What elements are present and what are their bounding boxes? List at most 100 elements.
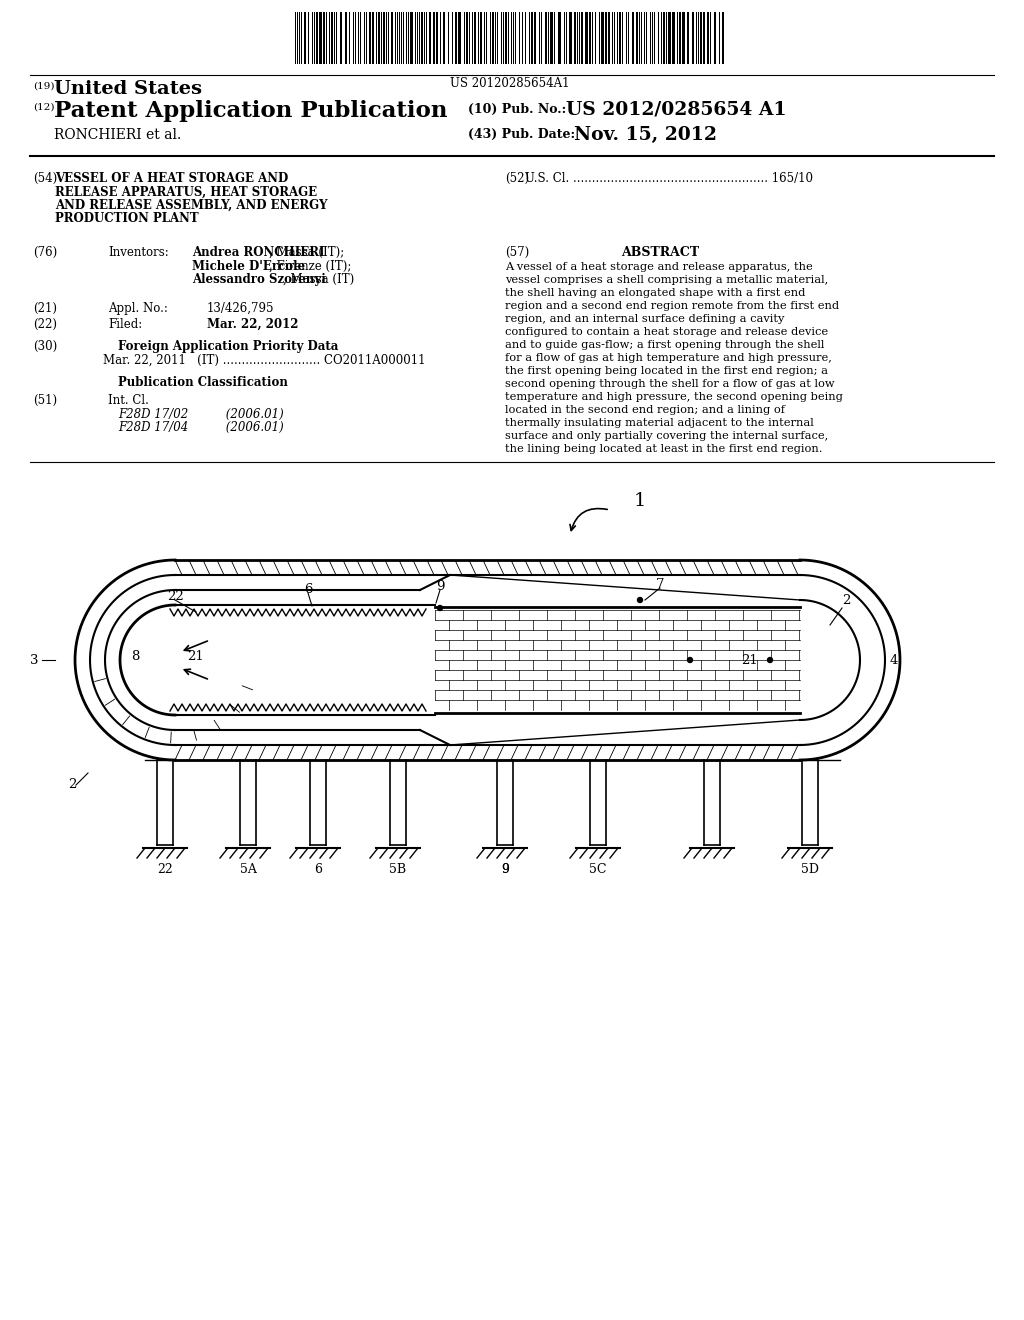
Text: (12): (12) (33, 103, 54, 112)
Text: 5A: 5A (240, 863, 256, 876)
Text: located in the second end region; and a lining of: located in the second end region; and a … (505, 405, 785, 414)
Text: 5D: 5D (801, 863, 819, 876)
Bar (340, 12, 342, 63)
Text: US 2012/0285654 A1: US 2012/0285654 A1 (566, 100, 786, 117)
Text: F28D 17/04          (2006.01): F28D 17/04 (2006.01) (118, 421, 284, 434)
Text: AND RELEASE ASSEMBLY, AND ENERGY: AND RELEASE ASSEMBLY, AND ENERGY (55, 199, 328, 213)
Text: temperature and high pressure, the second opening being: temperature and high pressure, the secon… (505, 392, 843, 403)
Circle shape (768, 657, 772, 663)
Circle shape (437, 606, 442, 610)
Bar (372, 12, 374, 63)
Text: , Massa (IT);: , Massa (IT); (268, 246, 344, 259)
Bar (700, 12, 702, 63)
Text: the first opening being located in the first end region; a: the first opening being located in the f… (505, 366, 828, 376)
Bar (589, 12, 591, 63)
Bar (618, 12, 621, 63)
Text: 21: 21 (741, 653, 759, 667)
Text: United States: United States (54, 81, 202, 98)
Text: Mar. 22, 2012: Mar. 22, 2012 (207, 318, 299, 331)
Text: (51): (51) (33, 393, 57, 407)
Text: 6: 6 (314, 863, 322, 876)
Text: Inventors:: Inventors: (108, 246, 169, 259)
Bar (569, 12, 572, 63)
Text: the lining being located at least in the first end region.: the lining being located at least in the… (505, 444, 822, 454)
Bar (331, 12, 333, 63)
Text: 5B: 5B (389, 863, 407, 876)
Bar (378, 12, 380, 63)
Text: the shell having an elongated shape with a first end: the shell having an elongated shape with… (505, 288, 805, 298)
Bar (550, 12, 553, 63)
Text: 9: 9 (501, 863, 509, 876)
Bar (316, 12, 318, 63)
Text: Int. Cl.: Int. Cl. (108, 393, 148, 407)
Text: surface and only partially covering the internal surface,: surface and only partially covering the … (505, 432, 828, 441)
Bar (703, 12, 705, 63)
Bar (714, 12, 716, 63)
Text: Nov. 15, 2012: Nov. 15, 2012 (574, 125, 717, 144)
Text: (54): (54) (33, 172, 57, 185)
Text: vessel comprises a shell comprising a metallic material,: vessel comprises a shell comprising a me… (505, 275, 828, 285)
Bar (581, 12, 583, 63)
Text: thermally insulating material adjacent to the internal: thermally insulating material adjacent t… (505, 418, 814, 428)
Text: Appl. No.:: Appl. No.: (108, 302, 168, 315)
Text: 3: 3 (30, 653, 39, 667)
Bar (545, 12, 547, 63)
Bar (505, 12, 507, 63)
Bar (474, 12, 476, 63)
Bar (692, 12, 694, 63)
Text: 9: 9 (501, 863, 509, 876)
Bar (632, 12, 634, 63)
Text: Michele D'Ercole: Michele D'Ercole (193, 260, 305, 272)
Bar (455, 12, 457, 63)
Text: and to guide gas-flow; a first opening through the shell: and to guide gas-flow; a first opening t… (505, 341, 824, 350)
Text: (21): (21) (33, 302, 57, 315)
Bar (531, 12, 534, 63)
Text: 2: 2 (842, 594, 850, 606)
Text: (10) Pub. No.:: (10) Pub. No.: (468, 103, 566, 116)
Text: Foreign Application Priority Data: Foreign Application Priority Data (118, 341, 338, 352)
Circle shape (687, 657, 692, 663)
Bar (391, 12, 393, 63)
Bar (436, 12, 438, 63)
Text: RELEASE APPARATUS, HEAT STORAGE: RELEASE APPARATUS, HEAT STORAGE (55, 186, 317, 198)
Text: (52): (52) (505, 172, 529, 185)
Text: region and a second end region remote from the first end: region and a second end region remote fr… (505, 301, 839, 312)
Text: 22: 22 (167, 590, 183, 603)
Text: 4: 4 (890, 653, 898, 667)
Text: for a flow of gas at high temperature and high pressure,: for a flow of gas at high temperature an… (505, 352, 831, 363)
Text: 1: 1 (634, 492, 646, 510)
Bar (608, 12, 610, 63)
Bar (707, 12, 709, 63)
Text: 5C: 5C (589, 863, 607, 876)
Text: US 20120285654A1: US 20120285654A1 (451, 77, 569, 90)
Text: A vessel of a heat storage and release apparatus, the: A vessel of a heat storage and release a… (505, 261, 813, 272)
Text: configured to contain a heat storage and release device: configured to contain a heat storage and… (505, 327, 828, 337)
Text: (57): (57) (505, 246, 529, 259)
Bar (558, 12, 561, 63)
Text: 2: 2 (68, 779, 77, 792)
Text: Mar. 22, 2011   (IT) .......................... CO2011A000011: Mar. 22, 2011 (IT) .....................… (103, 354, 426, 367)
Bar (687, 12, 689, 63)
Text: Andrea RONCHIERI: Andrea RONCHIERI (193, 246, 325, 259)
Bar (672, 12, 675, 63)
Bar (429, 12, 431, 63)
Text: ABSTRACT: ABSTRACT (621, 246, 699, 259)
Text: VESSEL OF A HEAT STORAGE AND: VESSEL OF A HEAT STORAGE AND (55, 172, 288, 185)
Text: RONCHIERI et al.: RONCHIERI et al. (54, 128, 181, 143)
Text: (30): (30) (33, 341, 57, 352)
Bar (369, 12, 371, 63)
Text: U.S. Cl. .................................................... 165/10: U.S. Cl. ...............................… (525, 172, 813, 185)
Circle shape (638, 598, 642, 602)
Text: 9: 9 (436, 579, 444, 593)
Text: (43) Pub. Date:: (43) Pub. Date: (468, 128, 575, 141)
Text: Filed:: Filed: (108, 318, 142, 331)
Bar (605, 12, 607, 63)
Bar (679, 12, 681, 63)
Bar (458, 12, 461, 63)
Bar (585, 12, 588, 63)
Text: 6: 6 (304, 583, 312, 597)
Bar (323, 12, 325, 63)
Bar (480, 12, 482, 63)
Text: Alessandro Szorenyi: Alessandro Szorenyi (193, 273, 326, 286)
Bar (304, 12, 306, 63)
